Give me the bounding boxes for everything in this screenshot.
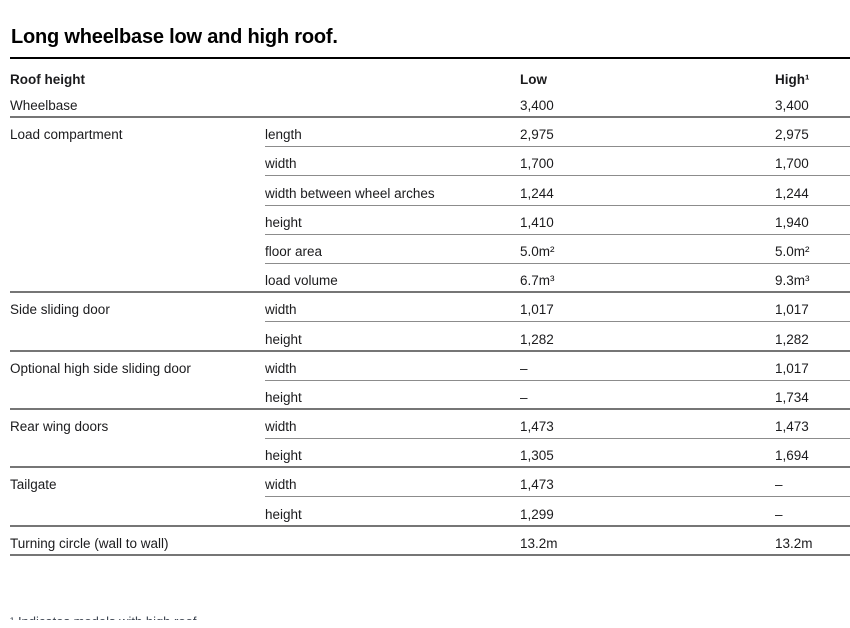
high-value-cell: 1,734	[775, 389, 809, 405]
low-value-cell: 5.0m²	[520, 243, 555, 259]
group-cell: Wheelbase	[10, 98, 78, 113]
low-value-cell: 1,017	[520, 302, 554, 318]
footnote-text: ¹ Indicates models with high roof.	[10, 614, 410, 620]
low-value-cell: 2,975	[520, 127, 554, 143]
high-value-cell: 1,282	[775, 331, 809, 347]
low-value-cell: Low	[520, 72, 547, 87]
table-row: height – 1,734	[10, 381, 850, 411]
group-cell: Tailgate	[10, 477, 57, 493]
page-title: Long wheelbase low and high roof.	[11, 26, 338, 48]
high-value-cell: 3,400	[775, 98, 809, 113]
high-value-cell: 1,244	[775, 185, 809, 201]
dimension-cell: length	[265, 127, 302, 143]
table-row: floor area 5.0m² 5.0m²	[10, 235, 850, 265]
low-value-cell: 1,282	[520, 331, 554, 347]
dimension-cell: width	[265, 477, 297, 493]
table-row: Turning circle (wall to wall) 13.2m 13.2…	[10, 527, 850, 557]
high-value-cell: 1,017	[775, 360, 809, 376]
low-value-cell: –	[520, 360, 528, 376]
dimension-cell: height	[265, 448, 302, 464]
dimension-cell: height	[265, 331, 302, 347]
group-cell: Optional high side sliding door	[10, 360, 191, 376]
low-value-cell: 1,700	[520, 156, 554, 172]
dimension-cell: width	[265, 156, 297, 172]
dimension-cell: height	[265, 389, 302, 405]
dimension-cell: height	[265, 506, 302, 522]
table-row: Optional high side sliding door width – …	[10, 352, 850, 381]
dimension-cell: load volume	[265, 273, 338, 289]
low-value-cell: –	[520, 389, 528, 405]
high-value-cell: 13.2m	[775, 535, 813, 551]
low-value-cell: 1,244	[520, 185, 554, 201]
low-value-cell: 1,410	[520, 214, 554, 230]
dimension-cell: width	[265, 360, 297, 376]
table-row: Load compartment length 2,975 2,975	[10, 118, 850, 148]
dimension-cell: height	[265, 214, 302, 230]
high-value-cell: 1,473	[775, 419, 809, 435]
group-cell: Side sliding door	[10, 302, 110, 318]
group-cell: Turning circle (wall to wall)	[10, 535, 169, 551]
table-row: height 1,282 1,282	[10, 322, 850, 352]
table-row: width 1,700 1,700	[10, 147, 850, 177]
high-value-cell: –	[775, 477, 783, 493]
table-row: height 1,305 1,694	[10, 439, 850, 469]
high-value-cell: –	[775, 506, 783, 522]
table-row: Side sliding door width 1,017 1,017	[10, 293, 850, 323]
table-row: load volume 6.7m³ 9.3m³	[10, 264, 850, 294]
high-value-cell: 2,975	[775, 127, 809, 143]
low-value-cell: 1,299	[520, 506, 554, 522]
table-row: Wheelbase 3,400 3,400	[10, 92, 850, 118]
footnote-clipped: ¹ Indicates models with high roof.	[10, 614, 410, 620]
dimension-cell	[265, 551, 520, 556]
high-value-cell: 1,017	[775, 302, 809, 318]
group-cell: Load compartment	[10, 127, 123, 143]
spec-table: Roof height Low High¹ Wheelbase 3,400 3,…	[10, 59, 850, 557]
high-value-cell: 1,694	[775, 448, 809, 464]
low-value-cell: 1,473	[520, 477, 554, 493]
spec-table-body: Roof height Low High¹ Wheelbase 3,400 3,…	[10, 59, 850, 557]
table-row: Rear wing doors width 1,473 1,473	[10, 410, 850, 440]
dimension-cell: floor area	[265, 243, 323, 259]
high-value-cell: 1,940	[775, 214, 809, 230]
table-row: height 1,410 1,940	[10, 206, 850, 235]
high-value-cell: High¹	[775, 72, 810, 87]
low-value-cell: 1,305	[520, 448, 554, 464]
group-cell: Roof height	[10, 72, 85, 87]
dimension-cell: width between wheel arches	[265, 185, 435, 201]
dimension-cell: width	[265, 419, 297, 435]
dimension-cell: width	[265, 302, 297, 318]
low-value-cell: 13.2m	[520, 535, 558, 551]
group-cell: Rear wing doors	[10, 419, 109, 435]
table-row: height 1,299 –	[10, 497, 850, 527]
high-value-cell: 5.0m²	[775, 243, 810, 259]
high-value-cell: 9.3m³	[775, 273, 810, 289]
low-value-cell: 3,400	[520, 98, 554, 113]
low-value-cell: 1,473	[520, 419, 554, 435]
title-rule-divider	[10, 57, 850, 59]
table-row: Tailgate width 1,473 –	[10, 468, 850, 498]
high-value-cell: 1,700	[775, 156, 809, 172]
table-row: Roof height Low High¹	[10, 59, 850, 92]
table-row: width between wheel arches 1,244 1,244	[10, 176, 850, 206]
low-value-cell: 6.7m³	[520, 273, 555, 289]
